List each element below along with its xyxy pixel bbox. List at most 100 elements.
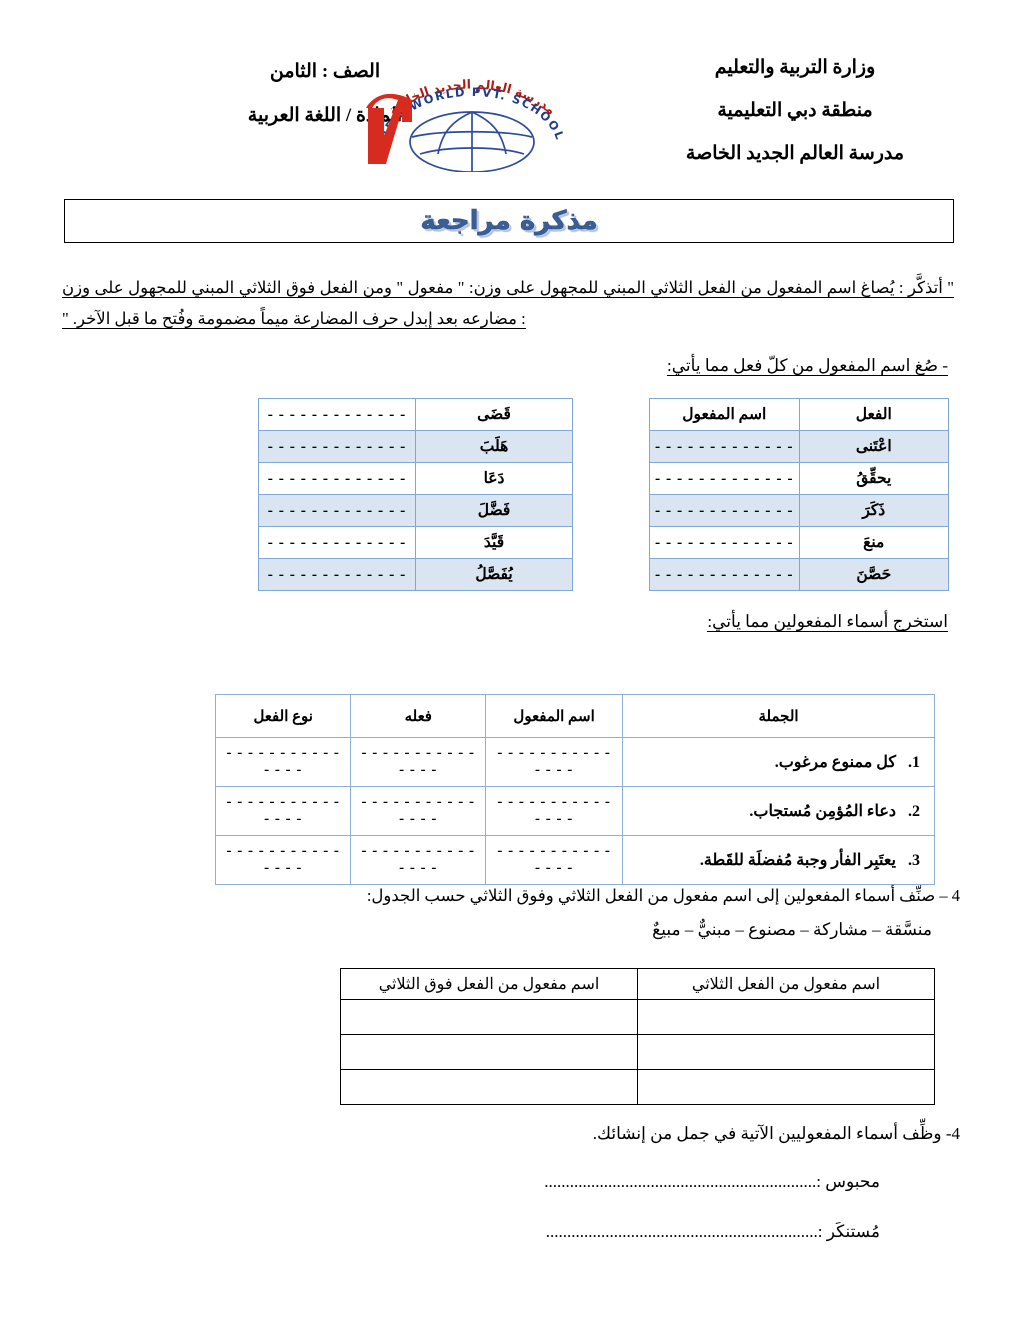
verb-cell: فَضَّلَ [415,494,573,527]
question-2-text: استخرج أسماء المفعولين مما يأتي: [707,612,948,632]
answer-blank[interactable]: - - - - - - - - - - - - - - - [214,737,352,787]
row-number: 3. [908,852,920,869]
answer-blank[interactable]: - - - - - - - - - - - - - - - [214,835,352,885]
table-row: حَصَّنَ - - - - - - - - - - - - - [649,558,949,591]
table-header-row: الفعل اسم المفعول [649,398,949,431]
header-cell-passive-noun: اسم المفعول [485,694,624,738]
answer-blank[interactable]: - - - - - - - - - - - - - [258,526,416,559]
header-left-block: الصف : الثامن المادة / اللغة العربية [170,62,480,150]
answer-blank[interactable]: - - - - - - - - - - - - - [649,558,800,591]
verb-cell: ذَكَرَ [798,494,949,527]
question-1-text: - صُغ اسم المفعول من كلّ فعل مما يأتي: [667,356,948,376]
verbs-table-right: الفعل اسم المفعول اعْتَنى - - - - - - - … [649,398,949,591]
blank-label: محبوس : [816,1172,880,1191]
table-row: ذَكَرَ - - - - - - - - - - - - - [649,494,949,527]
table-row: اعْتَنى - - - - - - - - - - - - - [649,430,949,463]
page-title: مذكرة مراجعة [420,206,598,237]
table-row: قَيَّدَ - - - - - - - - - - - - - [258,526,573,559]
table-row [340,1069,935,1105]
answer-blank[interactable]: - - - - - - - - - - - - - - - [485,786,624,836]
answer-blank[interactable]: - - - - - - - - - - - - - [649,462,800,495]
school-line: مدرسة العالم الجديد الخاصة [685,142,905,164]
subject-line: المادة / اللغة العربية [247,104,403,126]
answer-cell[interactable] [340,1069,638,1105]
question-3-word-list: منسَّقة – مشاركة – مصنوع – مبنيٌّ – مبيع… [652,920,932,939]
answer-blank[interactable]: - - - - - - - - - - - - - [258,558,416,591]
table-row: 1. كل ممنوع مرغوب. - - - - - - - - - - -… [214,737,935,787]
verb-cell: يحقِّقُ [798,462,949,495]
question-3-prompt: 4 – صنِّف أسماء المفعولين إلى اسم مفعول … [366,886,960,905]
rule-note-text: " أتذكَّر : يُصاغ اسم المفعول من الفعل ا… [62,278,954,329]
table-row: دَعَا - - - - - - - - - - - - - [258,462,573,495]
table-header-row: اسم مفعول من الفعل الثلاثي اسم مفعول من … [340,968,935,1000]
answer-blank[interactable]: - - - - - - - - - - - - - [258,462,416,495]
answer-blank[interactable]: - - - - - - - - - - - - - - - [214,786,352,836]
answer-blank[interactable]: - - - - - - - - - - - - - [649,430,800,463]
table-row: قَضَى - - - - - - - - - - - - - [258,398,573,431]
answer-blank[interactable]: - - - - - - - - - - - - - [649,526,800,559]
answer-blank[interactable]: - - - - - - - - - - - - - [258,430,416,463]
verb-cell: قَضَى [415,398,573,431]
answer-blank[interactable]: - - - - - - - - - - - - - - - [485,737,624,787]
sentence-cell: 1. كل ممنوع مرغوب. [622,737,935,787]
rule-note: " أتذكَّر : يُصاغ اسم المفعول من الفعل ا… [62,272,954,334]
table-row: فَضَّلَ - - - - - - - - - - - - - [258,494,573,527]
header-cell-verb: الفعل [798,398,949,431]
zone-line: منطقة دبي التعليمية [717,99,873,121]
answer-cell[interactable] [340,1034,638,1070]
header-cell-trilateral: اسم مفعول من الفعل الثلاثي [637,968,935,1000]
verb-cell: اعْتَنى [798,430,949,463]
row-number: 1. [908,754,920,771]
dotted-line[interactable]: ........................................… [545,1222,818,1241]
answer-blank[interactable]: - - - - - - - - - - - - - [258,494,416,527]
table-row: هَلَبَ - - - - - - - - - - - - - [258,430,573,463]
blank-answer-line: مُستنكَر :..............................… [546,1222,880,1242]
verb-cell: منعَ [798,526,949,559]
answer-blank[interactable]: - - - - - - - - - - - - - - - [350,737,487,787]
answer-blank[interactable]: - - - - - - - - - - - - - - - [350,786,487,836]
row-number: 2. [908,803,920,820]
sentence-text: يعتَبِر الفأر وجبة مُفضلَة للقَطة. [699,852,896,869]
verb-cell: حَصَّنَ [798,558,949,591]
header-cell-its-verb: فعله [350,694,487,738]
logo-red-mark [368,100,412,164]
blank-answer-line: محبوس :.................................… [544,1172,880,1192]
table-row: منعَ - - - - - - - - - - - - - [649,526,949,559]
answer-blank[interactable]: - - - - - - - - - - - - - - - [350,835,487,885]
header-cell-above-trilateral: اسم مفعول من الفعل فوق الثلاثي [340,968,638,1000]
table-row: 3. يعتَبِر الفأر وجبة مُفضلَة للقَطة. - … [214,835,935,885]
verb-cell: يُفَصَّلُ [415,558,573,591]
header-cell-passive-noun: اسم المفعول [649,398,800,431]
verbs-table-left: قَضَى - - - - - - - - - - - - - هَلَبَ -… [258,398,573,591]
header-right-block: وزارة التربية والتعليم منطقة دبي التعليم… [630,58,960,187]
answer-cell[interactable] [637,1034,935,1070]
answer-blank[interactable]: - - - - - - - - - - - - - [649,494,800,527]
document-header: الصف : الثامن المادة / اللغة العربية وزا… [60,54,960,194]
answer-blank[interactable]: - - - - - - - - - - - - - [258,398,416,431]
sentence-cell: 2. دعاء المُؤمِن مُستجاب. [622,786,935,836]
sentences-table: الجملة اسم المفعول فعله نوع الفعل 1. كل … [214,694,935,885]
table-row [340,999,935,1035]
answer-cell[interactable] [637,999,935,1035]
grade-line: الصف : الثامن [269,61,381,82]
header-cell-sentence: الجملة [622,694,935,738]
worksheet-title-box: مذكرة مراجعة [64,199,954,243]
table-row [340,1034,935,1070]
verb-cell: هَلَبَ [415,430,573,463]
table-row: 2. دعاء المُؤمِن مُستجاب. - - - - - - - … [214,786,935,836]
sentence-text: دعاء المُؤمِن مُستجاب. [749,803,896,820]
sentence-text: كل ممنوع مرغوب. [774,754,896,771]
dotted-line[interactable]: ........................................… [544,1172,817,1191]
question-1-prompt: - صُغ اسم المفعول من كلّ فعل مما يأتي: [667,356,948,376]
header-cell-verb-type: نوع الفعل [214,694,352,738]
question-2-prompt: استخرج أسماء المفعولين مما يأتي: [707,612,948,632]
question-4-prompt: 4- وظِّف أسماء المفعوليين الآتية في جمل … [592,1124,960,1143]
sentence-cell: 3. يعتَبِر الفأر وجبة مُفضلَة للقَطة. [622,835,935,885]
classification-table: اسم مفعول من الفعل الثلاثي اسم مفعول من … [340,968,935,1105]
table-row: يُفَصَّلُ - - - - - - - - - - - - - [258,558,573,591]
answer-cell[interactable] [637,1069,935,1105]
answer-cell[interactable] [340,999,638,1035]
verb-cell: قَيَّدَ [415,526,573,559]
answer-blank[interactable]: - - - - - - - - - - - - - - - [485,835,624,885]
